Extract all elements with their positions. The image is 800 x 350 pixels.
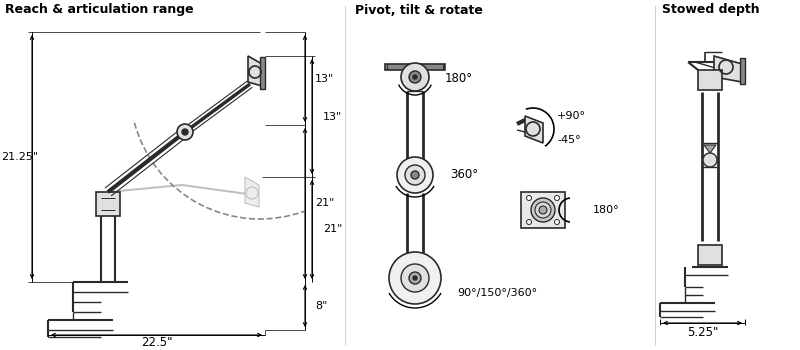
Circle shape [413,276,417,280]
Text: 22.5": 22.5" [141,336,172,350]
Circle shape [401,264,429,292]
Circle shape [409,71,421,83]
Text: 180°: 180° [445,72,473,85]
Circle shape [554,219,559,224]
Text: 90°/150°/360°: 90°/150°/360° [457,288,537,298]
Circle shape [389,252,441,304]
Circle shape [531,198,555,222]
Polygon shape [714,56,742,82]
Polygon shape [704,145,716,153]
Bar [385,64,445,70]
Circle shape [401,63,429,91]
Text: 13": 13" [323,112,342,121]
Circle shape [177,124,193,140]
Bar [96,192,120,216]
Text: Pivot, tilt & rotate: Pivot, tilt & rotate [355,4,483,16]
Text: 13": 13" [315,74,334,84]
Circle shape [535,202,551,218]
Circle shape [413,75,417,79]
Bar [698,245,722,265]
Circle shape [182,129,188,135]
Text: Stowed depth: Stowed depth [662,4,760,16]
Text: -45°: -45° [557,135,581,145]
Bar [740,58,745,84]
Text: 21": 21" [323,224,342,234]
Circle shape [526,196,531,201]
Circle shape [411,171,419,179]
Circle shape [539,206,547,214]
Polygon shape [245,177,259,207]
Text: 180°: 180° [593,205,620,215]
Polygon shape [248,56,262,86]
Text: Reach & articulation range: Reach & articulation range [5,4,194,16]
Circle shape [397,157,433,193]
Text: 21.25": 21.25" [2,152,38,162]
Text: 5.25": 5.25" [687,326,718,338]
Polygon shape [525,116,543,143]
Circle shape [703,153,717,167]
Text: 360°: 360° [450,168,478,182]
Bar [698,70,722,90]
Circle shape [526,219,531,224]
Text: +90°: +90° [557,111,586,121]
Text: 8": 8" [315,301,327,311]
Circle shape [405,165,425,185]
Text: 21": 21" [315,198,334,209]
Circle shape [409,272,421,284]
Bar [521,192,565,228]
Bar [260,57,265,89]
Circle shape [554,196,559,201]
